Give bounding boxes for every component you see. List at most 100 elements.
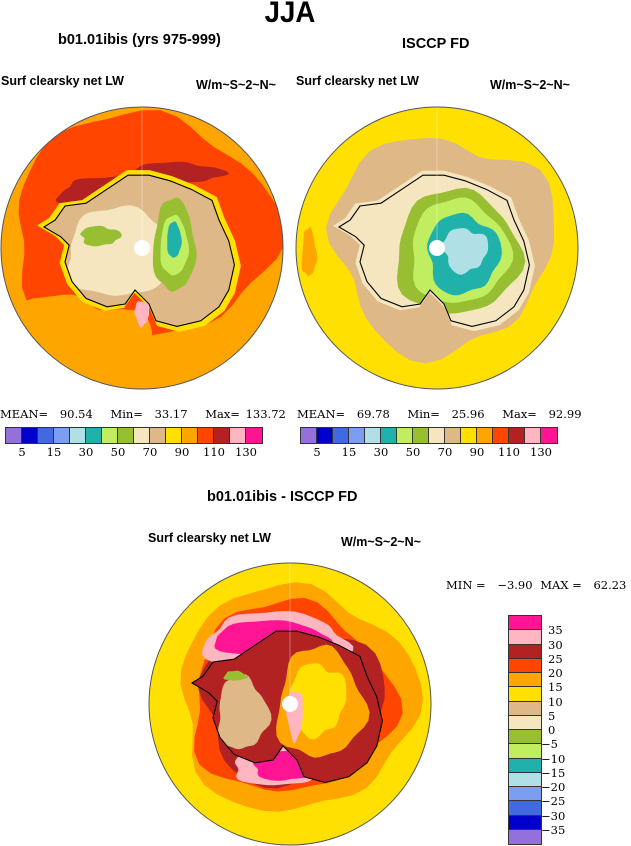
colorbar-tick-label: 25 — [548, 651, 563, 666]
colorbar-swatch — [509, 787, 541, 802]
colorbar-swatch — [509, 801, 541, 816]
colorbar-swatch — [493, 428, 509, 443]
colorbar-tick-label: 20 — [548, 666, 563, 680]
colorbar-swatch — [445, 428, 461, 443]
colorbar-tick-label: 10 — [548, 694, 563, 709]
max-label: Max= — [502, 407, 537, 421]
panel-3-stats: MIN = −3.90 MAX = 62.23 — [446, 578, 626, 592]
colorbar-swatch — [525, 428, 541, 443]
colorbar-tick-label: −15 — [541, 765, 566, 780]
colorbar-tick-label: 30 — [548, 637, 563, 652]
contour-region — [223, 670, 248, 681]
colorbar-swatch — [86, 428, 102, 443]
colorbar-swatch — [70, 428, 86, 443]
colorbar-swatch — [118, 428, 134, 443]
colorbar-tick-label: 50 — [405, 445, 421, 459]
pole-marker — [429, 240, 445, 256]
mean-value: 69.78 — [356, 407, 390, 421]
colorbar-swatch — [509, 658, 541, 673]
colorbar-diff — [508, 615, 542, 845]
colorbar-swatch — [22, 428, 38, 443]
min-label: Min= — [407, 407, 440, 421]
colorbar-swatch — [509, 730, 541, 745]
colorbar-tick-label: 130 — [235, 445, 257, 459]
contour-region — [80, 225, 122, 247]
map-border — [148, 562, 432, 846]
colorbar-swatch — [509, 630, 541, 645]
colorbar-tick-label: 50 — [110, 445, 126, 459]
colorbar-swatch — [349, 428, 365, 443]
colorbar-tick-label: 30 — [78, 445, 94, 459]
colorbar-tick-label: 90 — [469, 445, 485, 459]
colorbar-swatch — [54, 428, 70, 443]
colorbar-tick-label: 90 — [174, 445, 190, 459]
colorbar-swatch — [198, 428, 214, 443]
contour-region — [134, 301, 150, 328]
min-value: 25.96 — [451, 407, 485, 421]
map-0 — [0, 106, 284, 390]
mean-label: MEAN= — [297, 407, 346, 421]
map-border — [0, 106, 284, 390]
panel-1-title: b01.01ibis (yrs 975-999) — [58, 32, 221, 48]
colorbar-swatch — [397, 428, 413, 443]
panel-2-units: W/m~S~2~N~ — [490, 78, 570, 92]
panel-1-stats: MEAN= 90.54 Min= 33.17 Max= 133.72 — [0, 407, 286, 421]
panel-2-stats: MEAN= 69.78 Min= 25.96 Max= 92.99 — [297, 407, 582, 421]
colorbar-swatch — [413, 428, 429, 443]
max-value: 133.72 — [245, 407, 286, 421]
colorbar-swatch — [477, 428, 493, 443]
colorbar-swatch — [461, 428, 477, 443]
colorbar-swatch — [381, 428, 397, 443]
colorbar-tick-label: 15 — [548, 680, 563, 695]
colorbar-swatch — [333, 428, 349, 443]
colorbar-tick-label: 70 — [437, 445, 453, 459]
colorbar-swatch — [509, 715, 541, 730]
mean-value: 90.54 — [59, 407, 93, 421]
max-value: 62.23 — [593, 578, 627, 592]
max-value: 92.99 — [548, 407, 582, 421]
colorbar-swatch — [6, 428, 22, 443]
colorbar-swatch — [246, 428, 262, 443]
panel-3-title: b01.01ibis - ISCCP FD — [207, 489, 358, 505]
colorbar-swatch — [214, 428, 230, 443]
colorbar-swatch — [509, 744, 541, 759]
contour-region — [217, 674, 272, 750]
min-value: 33.17 — [154, 407, 188, 421]
colorbar-tick-label: −10 — [541, 751, 566, 766]
colorbar-tick-label: −25 — [541, 794, 566, 809]
colorbar-swatch — [509, 701, 541, 716]
panel-3-units: W/m~S~2~N~ — [341, 535, 421, 549]
map-border — [295, 106, 579, 390]
colorbar-swatch — [365, 428, 381, 443]
colorbar-model — [5, 427, 263, 444]
colorbar-swatch — [509, 428, 525, 443]
colorbar-swatch — [150, 428, 166, 443]
map-2 — [148, 562, 432, 846]
colorbar-tick-label: 30 — [373, 445, 389, 459]
colorbar-tick-label: −5 — [541, 737, 558, 752]
map-1 — [295, 106, 579, 390]
coastline — [337, 174, 530, 327]
colorbar-tick-label: 5 — [313, 445, 321, 459]
contour-region — [301, 226, 318, 277]
colorbar-tick-label: 15 — [46, 445, 62, 459]
colorbar-obs — [300, 427, 558, 444]
min-label: MIN = — [446, 578, 486, 592]
colorbar-tick-label: 130 — [530, 445, 552, 459]
colorbar-swatch — [509, 673, 541, 688]
min-value: −3.90 — [497, 578, 533, 592]
colorbar-tick-label: 70 — [142, 445, 158, 459]
colorbar-tick-label: 35 — [548, 623, 563, 638]
colorbar-swatch — [38, 428, 54, 443]
contour-region — [167, 221, 182, 258]
pole-marker — [134, 240, 150, 256]
colorbar-swatch — [509, 772, 541, 787]
colorbar-tick-label: −30 — [541, 808, 566, 823]
panel-1-units: W/m~S~2~N~ — [196, 78, 276, 92]
colorbar-swatch — [509, 815, 541, 830]
colorbar-tick-label: −35 — [541, 822, 566, 837]
colorbar-swatch — [429, 428, 445, 443]
colorbar-swatch — [509, 687, 541, 702]
colorbar-tick-label: 15 — [341, 445, 357, 459]
